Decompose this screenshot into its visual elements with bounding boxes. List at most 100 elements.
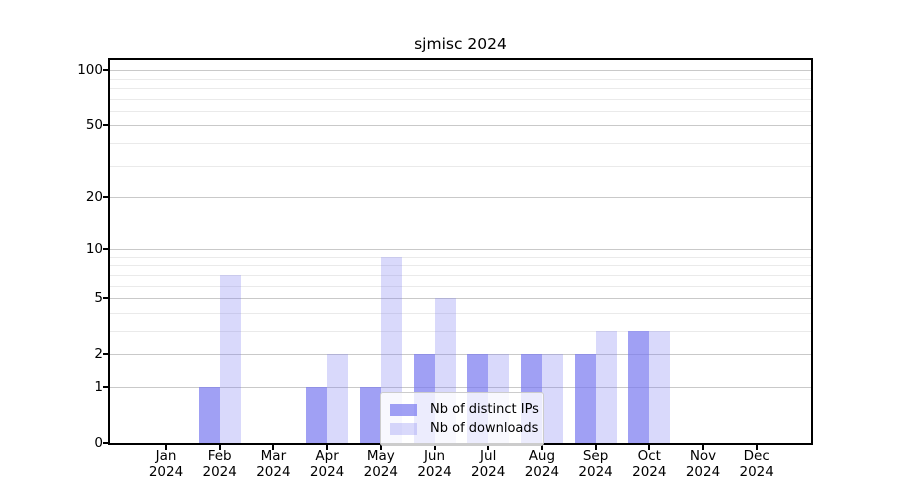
bar-downloads-apr bbox=[327, 354, 349, 443]
year-label: 2024 bbox=[524, 463, 560, 480]
plot-area: Nb of distinct IPs Nb of downloads bbox=[103, 58, 813, 450]
gridline-minor bbox=[110, 285, 811, 287]
gridline-minor bbox=[110, 78, 811, 80]
legend-swatch-downloads-icon bbox=[390, 422, 417, 435]
x-tick-mark bbox=[165, 445, 167, 450]
gridline-minor bbox=[110, 330, 811, 332]
year-label: 2024 bbox=[578, 463, 613, 480]
gridline-major bbox=[110, 386, 811, 388]
x-tick-mark bbox=[326, 445, 329, 450]
x-tick-mark bbox=[272, 445, 275, 450]
gridline-minor bbox=[110, 98, 811, 100]
x-tick-label: Oct 2024 bbox=[632, 448, 667, 480]
gridline-minor bbox=[110, 312, 811, 314]
month-label: Oct bbox=[637, 448, 661, 464]
gridline-minor bbox=[110, 265, 811, 267]
gridline-major bbox=[110, 197, 811, 198]
x-tick-label: Nov 2024 bbox=[685, 448, 721, 480]
month-label: May bbox=[366, 448, 395, 464]
y-tick-mark bbox=[103, 196, 108, 198]
x-tick-label: Jul 2024 bbox=[471, 448, 506, 480]
axis-ticks-layer bbox=[103, 60, 811, 450]
gridline-major bbox=[110, 298, 811, 300]
y-tick-mark bbox=[103, 69, 108, 72]
y-tick-mark bbox=[103, 124, 108, 127]
bar-distinct-ips-oct bbox=[628, 330, 650, 443]
bar-downloads-sep bbox=[595, 330, 617, 443]
bar-distinct-ips-feb bbox=[198, 386, 220, 443]
gridline-minor bbox=[110, 274, 811, 276]
gridline-minor bbox=[110, 165, 811, 167]
bar-downloads-feb bbox=[219, 274, 241, 443]
x-tick-label: Aug 2024 bbox=[524, 448, 560, 480]
month-label: Jan bbox=[155, 448, 177, 464]
year-label: 2024 bbox=[739, 463, 774, 480]
y-tick-label: 20 bbox=[85, 189, 103, 205]
gridline-major bbox=[110, 354, 811, 356]
year-label: 2024 bbox=[632, 463, 667, 480]
legend-label-downloads: Nb of downloads bbox=[430, 421, 539, 436]
month-label: Aug bbox=[528, 448, 556, 464]
y-tick-label: 1 bbox=[94, 378, 103, 395]
x-tick-mark bbox=[487, 445, 490, 450]
x-tick-mark bbox=[702, 445, 704, 450]
y-tick-mark bbox=[103, 442, 108, 444]
bar-downloads-oct bbox=[649, 330, 671, 443]
y-tick-mark bbox=[103, 297, 108, 300]
bar-distinct-ips-apr bbox=[306, 386, 328, 443]
year-label: 2024 bbox=[202, 463, 237, 480]
x-tick-mark bbox=[218, 445, 221, 450]
month-label: Apr bbox=[315, 448, 339, 464]
gridlines-layer bbox=[110, 60, 811, 443]
bar-distinct-ips-may bbox=[359, 386, 381, 443]
x-tick-label: Mar 2024 bbox=[256, 448, 291, 480]
y-tick-label: 100 bbox=[77, 62, 103, 79]
gridline-minor bbox=[110, 256, 811, 258]
month-label: Feb bbox=[207, 448, 232, 464]
x-tick-mark bbox=[755, 445, 758, 450]
year-label: 2024 bbox=[309, 463, 345, 480]
x-tick-mark bbox=[433, 445, 436, 450]
x-tick-label: May 2024 bbox=[363, 448, 398, 480]
legend: Nb of distinct IPs Nb of downloads bbox=[380, 392, 544, 446]
year-label: 2024 bbox=[363, 463, 398, 480]
y-tick-mark bbox=[103, 385, 108, 388]
gridline-minor bbox=[110, 87, 811, 89]
gridline-major bbox=[110, 70, 811, 72]
x-tick-label: Jun 2024 bbox=[417, 448, 452, 480]
month-label: Mar bbox=[260, 448, 287, 464]
gridline-minor bbox=[110, 110, 811, 112]
legend-label-distinct-ips: Nb of distinct IPs bbox=[430, 402, 539, 417]
x-tick-label: Sep 2024 bbox=[578, 448, 613, 480]
legend-item-distinct-ips: Nb of distinct IPs bbox=[390, 401, 539, 418]
chart-title: sjmisc 2024 bbox=[414, 35, 507, 53]
month-label: Jul bbox=[480, 448, 497, 464]
bar-distinct-ips-sep bbox=[574, 354, 596, 443]
x-tick-label: Feb 2024 bbox=[202, 448, 237, 480]
x-tick-mark bbox=[540, 445, 543, 450]
year-label: 2024 bbox=[148, 463, 184, 480]
x-tick-mark bbox=[594, 445, 597, 450]
y-tick-mark bbox=[103, 353, 108, 356]
gridline-major bbox=[110, 249, 811, 251]
y-tick-label: 5 bbox=[94, 290, 103, 307]
gridline-minor bbox=[110, 142, 811, 144]
month-label: Jun bbox=[423, 448, 446, 464]
legend-item-downloads: Nb of downloads bbox=[390, 420, 538, 437]
gridline-major bbox=[110, 125, 811, 127]
legend-swatch-distinct-ips-icon bbox=[390, 403, 417, 416]
x-tick-label: Dec 2024 bbox=[739, 448, 774, 480]
year-label: 2024 bbox=[685, 463, 721, 480]
month-label: Dec bbox=[743, 448, 770, 464]
year-label: 2024 bbox=[471, 463, 506, 480]
y-tick-label: 10 bbox=[85, 241, 103, 258]
year-label: 2024 bbox=[417, 463, 452, 480]
month-label: Sep bbox=[582, 448, 609, 464]
y-tick-label: 2 bbox=[94, 346, 103, 363]
x-tick-mark bbox=[379, 445, 382, 450]
x-tick-mark bbox=[648, 445, 651, 450]
bar-downloads-aug bbox=[541, 354, 563, 443]
y-tick-mark bbox=[103, 248, 108, 251]
year-label: 2024 bbox=[256, 463, 291, 480]
